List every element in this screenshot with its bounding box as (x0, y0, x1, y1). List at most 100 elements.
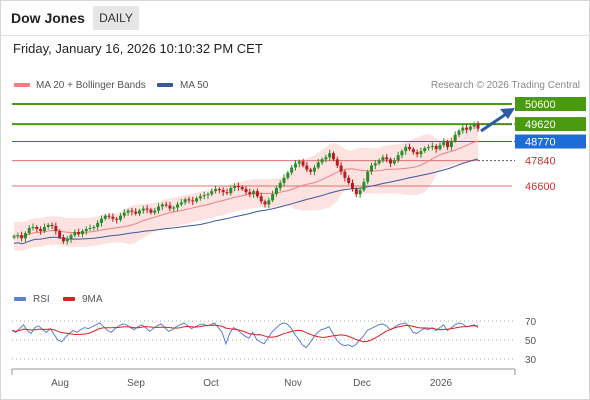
level-label-46600: 46600 (525, 181, 556, 193)
candle-body (122, 212, 126, 216)
x-tick-Sep: Sep (127, 378, 145, 389)
candle-body (358, 190, 362, 195)
header-divider (0, 35, 590, 36)
candle-body (465, 127, 469, 130)
candle-body (35, 227, 39, 230)
candle-body (50, 224, 54, 226)
candle-body (168, 205, 172, 209)
candle-body (179, 202, 183, 205)
candle-body (84, 229, 88, 232)
candle-body (138, 210, 142, 214)
candle-body (449, 140, 453, 148)
candle-body (27, 228, 31, 234)
level-tag-50600 (515, 97, 586, 111)
candle-body (343, 171, 347, 178)
candle-body (255, 191, 259, 197)
candle-body (149, 209, 153, 213)
candle-body (217, 189, 221, 191)
candle-body (385, 157, 389, 160)
candle-body (191, 200, 195, 202)
candle-body (309, 169, 313, 172)
x-tick-Dec: Dec (353, 378, 371, 389)
candle-body (111, 216, 115, 219)
candle-body (77, 232, 81, 235)
candle-body (103, 215, 107, 219)
candle-body (404, 147, 408, 152)
candle-body (157, 206, 161, 211)
candle-body (126, 210, 130, 213)
candle-body (476, 124, 480, 129)
candle-body (118, 215, 122, 220)
ma50-swatch (157, 83, 173, 88)
candle-body (400, 151, 404, 156)
candle-body (423, 148, 427, 152)
candle-body (195, 198, 199, 202)
rsi-level-label-50: 50 (525, 336, 537, 347)
candle-body (206, 194, 210, 196)
legend-rsi-label: RSI (33, 294, 50, 305)
legend-9ma-label: 9MA (82, 294, 103, 305)
x-tick-Nov: Nov (284, 378, 302, 389)
candle-body (282, 177, 286, 183)
candle-body (46, 224, 50, 227)
ma20-line (13, 140, 479, 238)
candle-body (415, 152, 419, 155)
candle-body (381, 157, 385, 161)
candle-body (366, 171, 370, 182)
candle-body (172, 207, 176, 209)
candle-body (301, 161, 305, 166)
candle-body (339, 165, 343, 172)
candle-body (252, 191, 256, 195)
candle-body (61, 237, 65, 242)
x-tick-Aug: Aug (51, 378, 69, 389)
candle-body (377, 160, 381, 164)
candle-body (396, 155, 400, 161)
candle-body (236, 186, 240, 188)
candle-body (354, 189, 358, 195)
candle-body (187, 199, 191, 201)
candle-body (39, 229, 43, 232)
candle-body (362, 181, 366, 191)
candle-body (267, 200, 271, 205)
level-label-47840: 47840 (525, 156, 556, 168)
candle-body (271, 194, 275, 201)
candle-body (183, 199, 187, 203)
candle-body (229, 188, 233, 194)
candle-body (23, 233, 27, 239)
candle-body (92, 227, 96, 229)
candle-body (42, 227, 46, 232)
candle-body (472, 124, 476, 127)
rsi-level-label-70: 70 (525, 317, 537, 328)
candle-body (198, 196, 202, 199)
timeframe-badge[interactable]: DAILY (93, 6, 139, 30)
candle-body (373, 163, 377, 166)
candle-body (160, 204, 164, 207)
candle-body (461, 127, 465, 131)
candle-body (141, 208, 145, 211)
candle-body (297, 161, 301, 164)
candle-body (286, 172, 290, 178)
candle-body (115, 218, 119, 220)
candle-body (233, 186, 237, 189)
rsi-9ma-line (11, 324, 479, 343)
candle-body (305, 165, 309, 170)
candle-body (96, 222, 100, 227)
candle-body (259, 196, 263, 202)
candle-body (80, 231, 84, 235)
level-label-50600: 50600 (525, 99, 556, 111)
candle-body (263, 201, 267, 205)
candle-body (408, 147, 412, 150)
candle-body (214, 189, 218, 192)
candle-body (468, 126, 472, 130)
legend-9ma: 9MA (63, 294, 103, 305)
candle-body (65, 239, 69, 242)
ma50-line (13, 158, 479, 245)
candle-body (16, 235, 20, 237)
candle-body (446, 141, 450, 148)
x-tick-2026: 2026 (430, 378, 453, 389)
candle-body (389, 159, 393, 164)
legend-ma50: MA 50 (157, 80, 208, 91)
candle-body (134, 211, 138, 214)
level-label-48770: 48770 (525, 137, 556, 149)
candle-body (225, 192, 229, 194)
